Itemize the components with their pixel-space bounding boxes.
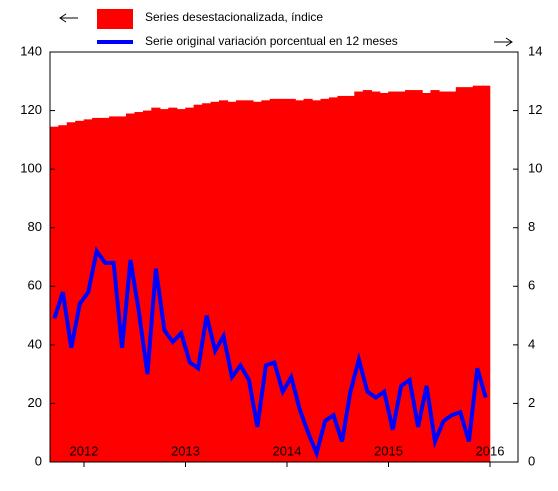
bar xyxy=(117,116,127,462)
y-tick-label: 0 xyxy=(35,453,42,468)
bar xyxy=(125,113,136,462)
bar xyxy=(320,98,330,462)
bar xyxy=(413,90,423,463)
bar xyxy=(193,104,203,462)
plot-frame xyxy=(49,51,519,463)
left-arrow-head xyxy=(59,13,67,23)
bar xyxy=(312,100,322,463)
y-tick-label: 20 xyxy=(28,395,42,410)
bar xyxy=(261,100,271,463)
y2-tick-label: 2 xyxy=(528,395,535,410)
bar xyxy=(244,100,254,463)
bar xyxy=(134,112,144,463)
bar xyxy=(159,109,169,462)
x-tick-label: 2014 xyxy=(273,443,302,458)
y2-tick-label: 12 xyxy=(528,102,542,117)
line xyxy=(52,246,488,460)
legend-label: Serie original variación porcentual en 1… xyxy=(145,34,398,48)
y2-tick-label: 0 xyxy=(528,453,535,468)
y-tick-label: 120 xyxy=(20,102,42,117)
bar xyxy=(295,100,305,463)
bar xyxy=(142,110,152,463)
bar xyxy=(66,122,76,463)
bar xyxy=(421,93,432,462)
axis-arrows xyxy=(59,13,513,47)
y-tick-label: 80 xyxy=(28,219,42,234)
bar xyxy=(345,95,355,462)
bar xyxy=(303,98,313,462)
bar xyxy=(362,90,372,463)
bar xyxy=(328,97,339,463)
legend-label: Series desestacionalizada, índice xyxy=(145,10,323,24)
bar xyxy=(92,117,102,463)
bar xyxy=(430,90,440,463)
bar xyxy=(218,100,229,463)
bar xyxy=(235,100,246,463)
x-tick-label: 2016 xyxy=(476,443,505,458)
bar xyxy=(396,91,406,463)
bar xyxy=(168,107,178,463)
bar xyxy=(379,93,389,462)
y-tick-label: 140 xyxy=(20,43,42,58)
legend-swatch xyxy=(97,9,133,29)
legend: Series desestacionalizada, índice Serie o… xyxy=(97,9,398,48)
bar xyxy=(286,98,296,462)
y-tick-label: 60 xyxy=(28,278,42,293)
bar xyxy=(472,85,482,462)
bar xyxy=(388,91,398,463)
bar xyxy=(49,126,59,462)
bar xyxy=(210,101,220,463)
bar xyxy=(100,117,110,463)
x-tick-label: 2015 xyxy=(374,443,403,458)
y2-tick-label: 8 xyxy=(528,219,535,234)
y2-tick-label: 6 xyxy=(528,278,535,293)
bar xyxy=(227,101,237,463)
bar xyxy=(202,103,212,462)
bar xyxy=(185,107,195,463)
bar xyxy=(176,109,186,462)
bar xyxy=(447,91,457,463)
bar xyxy=(371,91,381,463)
bar xyxy=(438,91,449,463)
bar xyxy=(405,90,415,463)
bar xyxy=(109,116,119,462)
x-tick-label: 2013 xyxy=(171,443,200,458)
bar xyxy=(278,98,288,462)
y2-tick-label: 10 xyxy=(528,161,542,176)
bar xyxy=(354,91,364,463)
bar xyxy=(75,120,85,463)
bar xyxy=(269,98,279,462)
right-arrow-head xyxy=(505,37,513,47)
y2-tick-label: 4 xyxy=(528,336,535,351)
bar xyxy=(464,87,474,463)
x-tick-label: 2012 xyxy=(70,443,99,458)
y2-tick-label: 14 xyxy=(528,43,542,58)
bar xyxy=(455,87,465,463)
bar xyxy=(337,95,347,462)
bar xyxy=(252,101,262,463)
bar xyxy=(481,85,491,462)
y-tick-label: 100 xyxy=(20,161,42,176)
y-tick-label: 40 xyxy=(28,336,42,351)
